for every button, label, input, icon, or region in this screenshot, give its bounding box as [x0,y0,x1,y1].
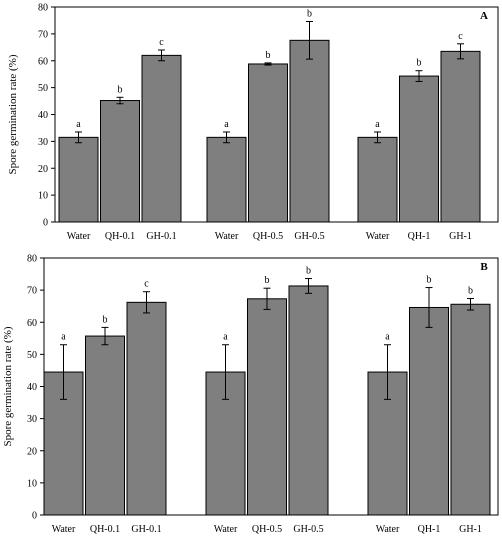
x-category-label: QH-0.1 [105,231,135,242]
bar [289,39,330,223]
y-tick-label: 30 [27,414,37,425]
significance-letter: a [375,119,380,130]
significance-letter: a [385,332,390,343]
bar [247,298,287,516]
panel-b: 0 10 20 30 40 50 60 70 80 Spore germination rate … [2,254,499,535]
significance-letter: b [468,285,473,296]
y-tick-label: 0 [43,218,48,229]
x-category-label: Water [366,231,390,242]
y-tick-label: 10 [38,191,48,202]
panel-letter: A [480,10,488,22]
significance-letter: c [159,37,164,48]
bar [141,54,182,223]
bar [409,306,449,516]
bar [399,75,439,223]
x-category-label: GH-0.1 [146,231,176,242]
panel-a: 0 10 20 30 40 50 60 70 80 Spore germination rate … [7,3,499,242]
bar [288,285,329,516]
y-tick-label: 70 [27,286,37,297]
significance-letter: a [223,332,228,343]
x-category-label: GH-0.5 [294,231,324,242]
significance-letter: c [144,279,149,290]
significance-letter: b [266,50,271,61]
x-category-label: Water [215,231,239,242]
x-category-label: Water [376,524,400,535]
x-category-label: QH-0.5 [253,231,283,242]
y-axis-title: Spore germination rate (%) [2,326,14,446]
significance-letter: b [265,275,270,286]
x-category-label: QH-0.1 [90,524,120,535]
y-tick-label: 0 [32,511,37,522]
bar [440,50,481,223]
bar [58,136,99,223]
significance-letter: b [307,9,312,20]
y-tick-label: 10 [27,478,37,489]
x-category-label: QH-1 [408,231,431,242]
significance-letter: b [417,58,422,69]
significance-letter: b [306,266,311,277]
bar [206,136,247,223]
y-tick-label: 80 [38,3,48,14]
x-category-label: QH-1 [418,524,441,535]
x-category-label: GH-1 [449,231,472,242]
x-category-label: GH-1 [459,524,482,535]
y-tick-label: 30 [38,137,48,148]
x-category-label: GH-0.1 [131,524,161,535]
bar [100,100,140,223]
bar [450,303,491,516]
bar [85,335,125,516]
y-tick-label: 50 [38,83,48,94]
panel-letter: B [480,261,488,273]
y-axis-title: Spore germination rate (%) [7,54,19,174]
significance-letter: a [61,332,66,343]
significance-letter: b [103,314,108,325]
x-category-label: Water [214,524,238,535]
x-category-label: Water [67,231,91,242]
significance-letter: b [118,84,123,95]
y-tick-label: 50 [27,350,37,361]
significance-letter: a [76,119,81,130]
y-tick-label: 60 [38,56,48,67]
y-tick-label: 40 [38,110,48,121]
x-category-label: QH-0.5 [252,524,282,535]
y-tick-label: 80 [27,254,37,265]
y-tick-label: 40 [27,382,37,393]
significance-letter: b [427,275,432,286]
bar [248,63,288,223]
y-tick-label: 60 [27,318,37,329]
y-tick-label: 20 [27,446,37,457]
bar [357,136,398,223]
y-tick-label: 20 [38,164,48,175]
bar [126,301,167,516]
x-category-label: GH-0.5 [293,524,323,535]
significance-letter: c [458,31,463,42]
x-category-label: Water [52,524,76,535]
y-tick-label: 70 [38,29,48,40]
significance-letter: a [224,119,229,130]
